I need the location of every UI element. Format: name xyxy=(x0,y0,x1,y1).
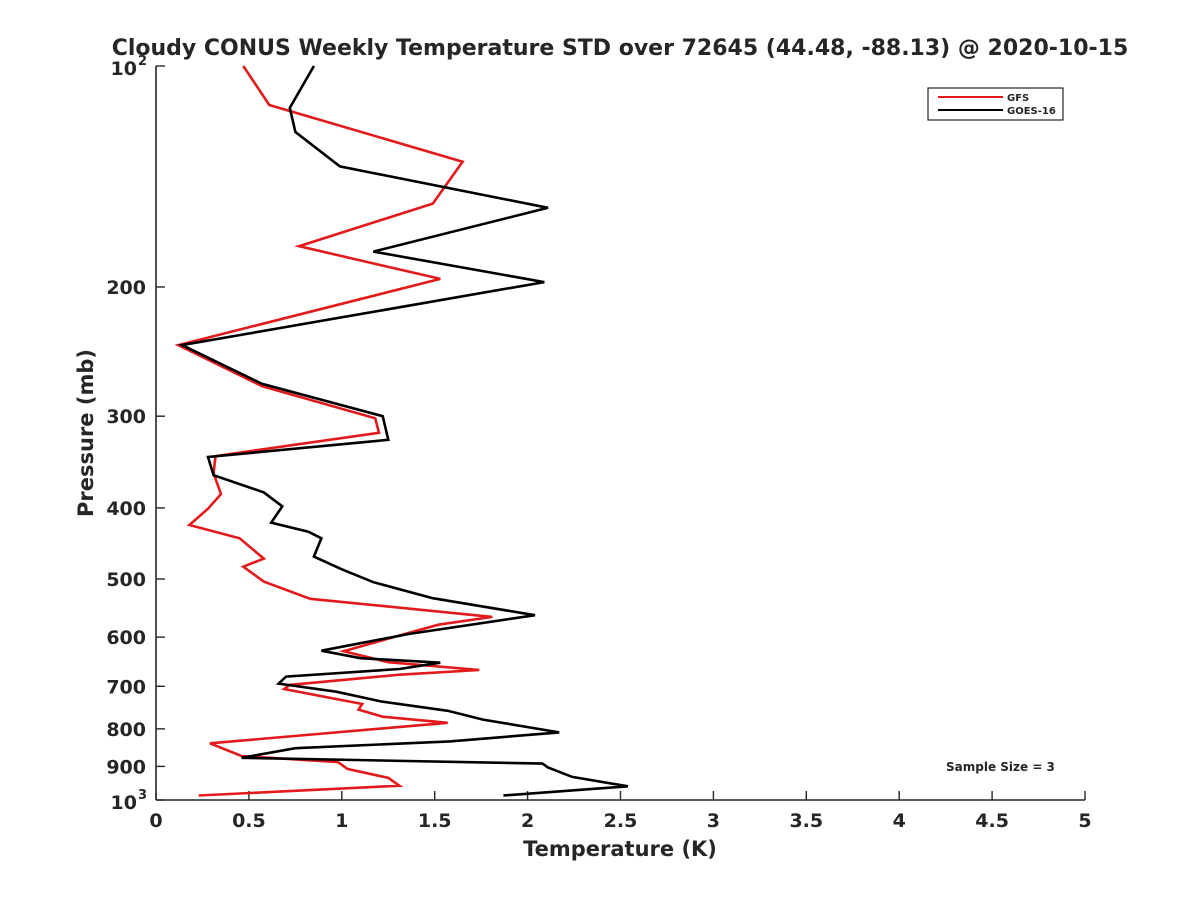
x-tick-label: 2 xyxy=(521,810,534,832)
legend-label-gfs: GFS xyxy=(1007,93,1029,104)
y-tick-label: 10 xyxy=(111,792,137,814)
y-tick-label: 200 xyxy=(106,277,146,299)
legend: GFS GOES-16 xyxy=(927,87,1064,121)
y-tick-label: 10 xyxy=(111,58,137,80)
series-line-goes-16 xyxy=(177,65,629,797)
plot-area: 0 0.5 1 1.5 2 2.5 3 3.5 4 4.5 510 22003004005006007… xyxy=(106,54,1091,832)
x-axis-label: Temperature (K) xyxy=(523,837,717,861)
x-tick-label: 3.5 xyxy=(789,810,823,832)
x-tick-label: 0.5 xyxy=(232,810,266,832)
y-tick-label: 600 xyxy=(106,627,146,649)
x-tick-label: 1.5 xyxy=(418,810,452,832)
y-tick-label: 900 xyxy=(106,756,146,778)
y-tick-label: 500 xyxy=(106,569,146,591)
series-line-gfs xyxy=(174,65,493,797)
y-tick-label: 800 xyxy=(106,719,146,741)
legend-box xyxy=(927,87,1064,121)
x-tick-label: 1 xyxy=(335,810,348,832)
chart-title: Cloudy CONUS Weekly Temperature STD over… xyxy=(112,36,1129,61)
y-tick-label: 700 xyxy=(106,676,146,698)
x-tick-label: 0 xyxy=(149,810,162,832)
x-tick-label: 2.5 xyxy=(604,810,638,832)
x-tick-label: 5 xyxy=(1078,810,1091,832)
sample-size-annotation: Sample Size = 3 xyxy=(946,760,1055,774)
y-tick-exponent: 2 xyxy=(138,54,147,69)
legend-label-goes-16: GOES-16 xyxy=(1007,106,1056,117)
x-tick-label: 3 xyxy=(707,810,720,832)
y-tick-exponent: 3 xyxy=(138,788,147,803)
y-tick-label: 400 xyxy=(106,498,146,520)
x-tick-label: 4.5 xyxy=(975,810,1009,832)
y-tick-label: 300 xyxy=(106,406,146,428)
x-tick-label: 4 xyxy=(893,810,906,832)
y-axis-label: Pressure (mb) xyxy=(74,349,98,517)
